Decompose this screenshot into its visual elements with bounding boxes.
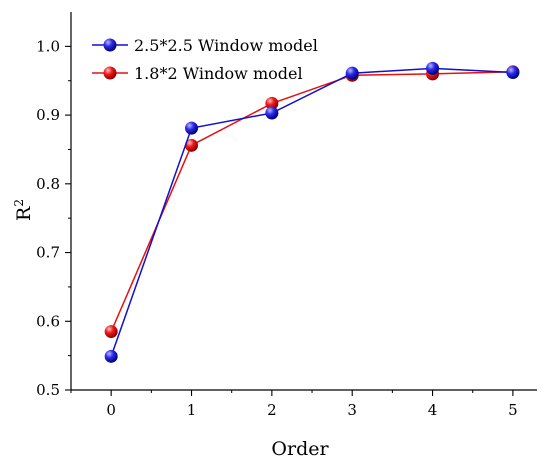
- x-tick-label: 5: [508, 401, 518, 419]
- series-1-line: [110, 67, 513, 357]
- y-tick-label: 0.7: [36, 244, 60, 262]
- y-axis-title: R2: [12, 199, 35, 221]
- series-2-line: [110, 71, 513, 332]
- x-axis-title: Order: [271, 438, 329, 460]
- series-1-point: [426, 61, 440, 75]
- y-tick-label: 0.9: [36, 106, 60, 124]
- series-1-point: [506, 65, 520, 79]
- legend-label-series-1: 2.5*2.5 Window model: [134, 36, 318, 55]
- series-2-point: [185, 138, 199, 152]
- series-2-point: [265, 96, 279, 110]
- x-tick-label: 1: [187, 401, 197, 419]
- series-layer: [104, 61, 520, 363]
- y-axis-ticks: 0.5 0.6 0.7 0.8 0.9 1.0: [36, 37, 71, 399]
- legend-entry-series-1: 2.5*2.5 Window model: [92, 36, 318, 55]
- series-1-point: [185, 121, 199, 135]
- x-tick-label: 3: [347, 401, 357, 419]
- series-2: [104, 65, 520, 339]
- plot-area: [70, 12, 537, 391]
- x-tick-label: 0: [106, 401, 116, 419]
- y-axis-title-superscript: 2: [12, 199, 26, 207]
- y-tick-label: 0.6: [36, 312, 60, 330]
- x-tick-label: 2: [267, 401, 277, 419]
- legend-label-series-2: 1.8*2 Window model: [134, 64, 303, 83]
- legend-entry-series-2: 1.8*2 Window model: [92, 64, 303, 83]
- y-tick-label: 1.0: [36, 37, 60, 55]
- legend: 2.5*2.5 Window model 1.8*2 Window model: [92, 36, 318, 83]
- series-1-point: [265, 106, 279, 120]
- y-tick-label: 0.5: [36, 381, 60, 399]
- legend-marker-series-2: [103, 66, 117, 80]
- series-1-point: [104, 349, 118, 363]
- x-tick-label: 4: [428, 401, 438, 419]
- series-1-point: [345, 66, 359, 80]
- series-1: [104, 61, 520, 363]
- legend-marker-series-1: [103, 38, 117, 52]
- y-axis-title-base: R: [13, 206, 35, 221]
- y-tick-label: 0.8: [36, 175, 60, 193]
- x-axis-ticks: 0 1 2 3 4 5: [70, 390, 518, 419]
- series-2-point: [104, 325, 118, 339]
